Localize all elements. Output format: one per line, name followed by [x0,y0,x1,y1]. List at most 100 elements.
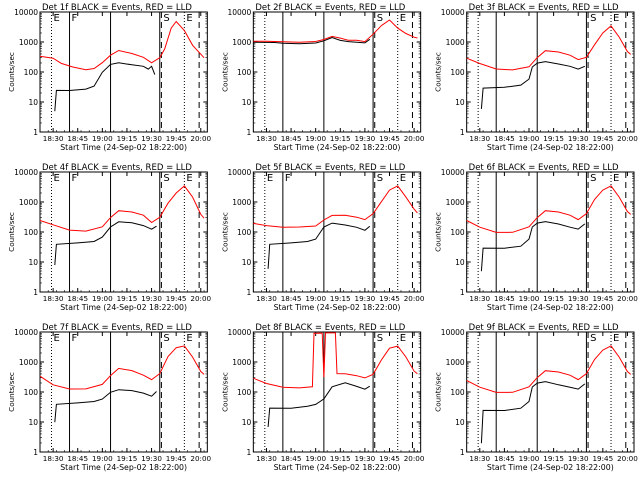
chart-title: Det 6f BLACK = Events, RED = LLD [469,163,619,173]
x-tick-label: 19:45 [592,134,613,143]
marker-label: S [163,13,169,24]
x-tick-label: 18:30 [469,454,490,463]
y-tick-label: 1000 [446,358,465,367]
y-tick-label: 10000 [227,328,251,337]
x-tick-label: 18:30 [469,134,490,143]
x-tick-label: 18:45 [281,294,302,303]
x-tick-label: 19:00 [92,134,113,143]
x-tick-label: 20:00 [404,454,425,463]
y-tick-label: 10000 [441,328,465,337]
x-tick-label: 19:45 [166,454,187,463]
series-line-lld [466,25,632,71]
marker-label: E [400,333,406,344]
y-tick-label: 1000 [19,198,38,207]
x-tick-label: 18:45 [494,454,515,463]
x-tick-label: 18:45 [494,134,515,143]
y-tick-label: 10 [28,418,38,427]
x-tick-label: 19:15 [117,454,138,463]
chart-panel-1: Det 1f BLACK = Events, RED = LLD 1 10 100 10… [7,3,212,152]
marker-label: F [285,173,291,184]
x-axis-label: Start Time (24-Sep-02 18:22:00) [487,463,614,472]
x-axis-label: Start Time (24-Sep-02 18:22:00) [274,143,401,152]
marker-label: E [53,13,59,24]
x-tick-label: 19:00 [519,134,540,143]
y-axis-label: Counts/sec [7,212,16,252]
y-tick-label: 1000 [19,38,38,47]
y-tick-label: 100 [237,228,252,237]
x-tick-label: 19:15 [543,134,564,143]
series-line-events [480,61,585,109]
chart-panel-5: Det 5f BLACK = Events, RED = LLD 1 10 100 10… [220,163,425,312]
x-tick-label: 19:30 [141,134,162,143]
y-tick-label: 1000 [446,198,465,207]
series-line-events [54,389,157,423]
y-tick-label: 1 [247,288,252,297]
x-tick-label: 18:30 [256,454,277,463]
x-tick-label: 19:15 [543,294,564,303]
marker-label: E [186,13,192,24]
marker-label: E [186,173,192,184]
x-tick-label: 19:15 [330,294,351,303]
x-tick-label: 18:30 [256,294,277,303]
x-axis-label: Start Time (24-Sep-02 18:22:00) [60,143,187,152]
y-tick-label: 100 [237,388,252,397]
series-line-lld [253,185,418,228]
chart-title: Det 2f BLACK = Events, RED = LLD [255,3,405,13]
x-tick-label: 19:30 [568,134,589,143]
x-tick-label: 19:45 [592,294,613,303]
x-tick-label: 19:15 [117,294,138,303]
marker-label: E [267,173,273,184]
marker-label: S [590,13,596,24]
marker-label: F [72,173,78,184]
chart-title: Det 5f BLACK = Events, RED = LLD [255,163,405,173]
x-tick-label: 18:45 [67,454,88,463]
y-tick-label: 10 [455,98,465,107]
marker-label: E [53,333,59,344]
y-axis-label: Counts/sec [7,372,16,412]
x-tick-label: 19:45 [166,294,187,303]
x-tick-label: 19:30 [568,294,589,303]
x-axis-label: Start Time (24-Sep-02 18:22:00) [274,463,401,472]
marker-label: E [400,173,406,184]
x-tick-label: 18:45 [67,294,88,303]
marker-label: E [613,173,619,184]
y-axis-label: Counts/sec [220,52,229,92]
y-tick-label: 10 [242,98,252,107]
y-axis-label: Counts/sec [220,212,229,252]
x-tick-label: 18:45 [494,294,515,303]
marker-label: S [590,173,596,184]
y-axis-label: Counts/sec [434,372,443,412]
x-tick-label: 19:00 [92,454,113,463]
x-tick-label: 20:00 [617,454,638,463]
marker-label: E [53,173,59,184]
x-tick-label: 19:15 [330,454,351,463]
x-tick-label: 19:00 [92,294,113,303]
x-tick-label: 20:00 [617,294,638,303]
x-tick-label: 19:45 [379,294,400,303]
x-tick-label: 18:45 [281,454,302,463]
chart-title: Det 3f BLACK = Events, RED = LLD [469,3,619,13]
x-tick-label: 19:00 [519,454,540,463]
x-tick-label: 18:30 [256,134,277,143]
y-tick-label: 1000 [232,198,251,207]
x-tick-label: 19:45 [166,134,187,143]
y-tick-label: 1000 [19,358,38,367]
x-tick-label: 20:00 [617,134,638,143]
x-tick-label: 19:30 [141,454,162,463]
x-tick-label: 19:45 [592,454,613,463]
x-tick-label: 19:30 [355,294,376,303]
y-tick-label: 10000 [14,328,38,337]
marker-label: S [377,173,383,184]
x-tick-label: 20:00 [404,134,425,143]
x-tick-label: 18:30 [469,294,490,303]
x-tick-label: 18:45 [67,134,88,143]
y-tick-label: 100 [450,388,465,397]
y-axis-label: Counts/sec [7,52,16,92]
y-tick-label: 100 [24,228,39,237]
series-line-events [480,221,586,272]
chart-title: Det 4f BLACK = Events, RED = LLD [42,163,192,173]
y-tick-label: 100 [450,68,465,77]
series-line-events [480,381,586,444]
